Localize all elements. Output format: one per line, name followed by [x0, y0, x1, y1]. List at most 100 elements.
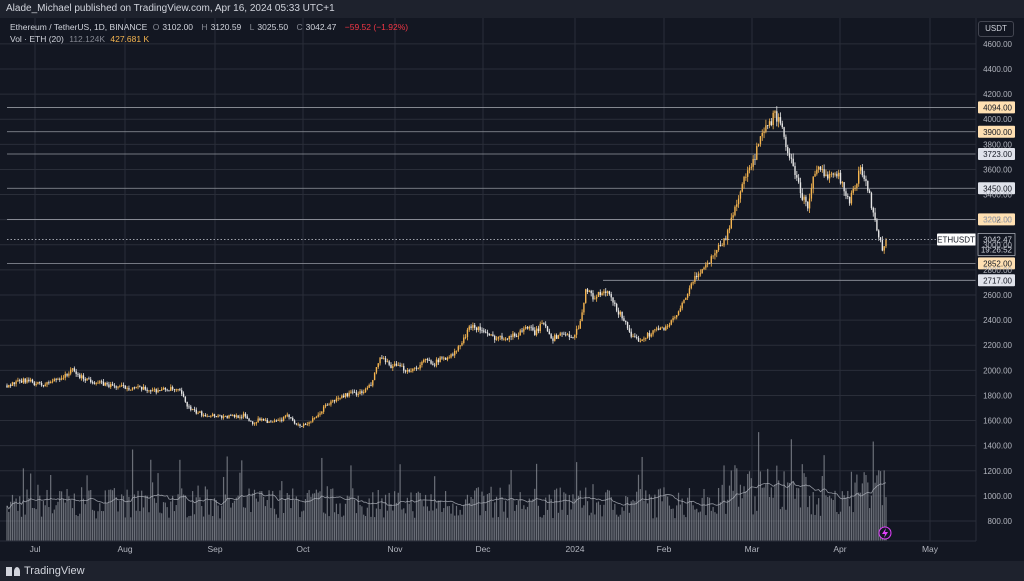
volume-bar	[583, 505, 585, 541]
volume-bar	[739, 484, 742, 541]
candle-body	[810, 188, 813, 199]
candle-body	[68, 373, 70, 376]
candle-body	[794, 166, 796, 175]
volume-bar	[368, 498, 370, 541]
volume-bar	[423, 506, 425, 541]
candle-body	[648, 332, 651, 337]
price-tick-label: 3200.00	[983, 216, 1012, 225]
candle-body	[610, 294, 612, 298]
volume-bar	[592, 484, 594, 541]
candle-body	[151, 390, 154, 392]
time-label: Feb	[657, 544, 672, 554]
candle-body	[184, 396, 187, 402]
volume-bar	[179, 459, 181, 541]
volume-bar	[761, 487, 763, 541]
candle-body	[543, 323, 545, 325]
volume-bar	[241, 460, 243, 541]
candle-body	[348, 392, 350, 397]
candle-body	[97, 382, 99, 384]
candle-body	[481, 330, 483, 332]
candle-body	[379, 357, 381, 364]
volume-bar	[701, 497, 703, 541]
candle-body	[428, 360, 430, 362]
price-tick-label: 4600.00	[983, 40, 1012, 49]
candle-body	[645, 338, 647, 339]
candle-body	[555, 335, 558, 339]
volume-bar	[319, 491, 321, 541]
candle-body	[406, 369, 409, 372]
volume-bar	[656, 517, 658, 541]
price-axis[interactable]: 800.00 1000.00 1200.00 1400.00 1600.00 1800.0…	[975, 18, 1013, 541]
candle-body	[746, 170, 749, 177]
candle-body	[295, 423, 298, 425]
candle-body	[776, 111, 778, 122]
volume-bar	[377, 489, 379, 541]
lightning-icon[interactable]	[878, 526, 892, 540]
volume-bar	[390, 504, 392, 541]
volume-bar	[681, 498, 683, 541]
volume-bar	[876, 475, 878, 541]
candle-body	[574, 334, 576, 338]
volume-bar	[201, 506, 203, 541]
level-label-box	[978, 182, 1015, 195]
candle-body	[148, 390, 150, 392]
candle-body	[24, 378, 26, 383]
volume-bar	[24, 514, 26, 541]
volume-bar	[828, 495, 831, 541]
candle-body	[876, 220, 878, 231]
candle-body	[572, 337, 574, 338]
candle-body	[95, 383, 97, 384]
volume-bar	[242, 507, 245, 541]
candle-body	[524, 327, 527, 329]
volume-bar	[776, 465, 778, 541]
legend-symbol: Ethereum / TetherUS, 1D, BINANCE	[10, 22, 148, 32]
candle-body	[506, 338, 509, 340]
volume-bar	[81, 487, 83, 541]
volume-bar	[148, 512, 150, 541]
volume-bar	[355, 513, 358, 541]
volume-bar	[867, 482, 869, 541]
candle-body	[66, 373, 68, 376]
volume-bar	[44, 505, 46, 541]
volume-bar	[184, 495, 186, 541]
legend-high: H 3120.59	[201, 22, 242, 32]
volume-bar	[173, 511, 176, 541]
candle-body	[361, 391, 363, 394]
volume-bar	[437, 500, 439, 541]
candle-body	[726, 230, 729, 241]
candle-body	[792, 158, 794, 167]
candle-body	[273, 420, 276, 422]
candle-body	[175, 389, 177, 391]
volume-bar	[443, 508, 445, 541]
time-axis[interactable]: Jul Aug Sep Oct Nov Dec 2024 Feb Mar Apr May	[0, 540, 976, 554]
volume-bar	[142, 507, 145, 541]
volume-bar	[688, 488, 691, 541]
currency-unit-button[interactable]: USDT	[978, 21, 1014, 37]
volume-bar	[461, 514, 463, 541]
candle-body	[499, 335, 501, 337]
volume-bar	[31, 507, 34, 541]
volume-bar	[415, 493, 418, 541]
candle-body	[450, 354, 452, 358]
volume-bar	[805, 476, 807, 541]
volume-bar	[237, 495, 239, 541]
candle-body	[528, 326, 531, 329]
candle-body	[701, 269, 703, 274]
candle-body	[832, 173, 834, 175]
volume-bar	[872, 441, 874, 541]
volume-bar	[463, 504, 465, 541]
tradingview-logo[interactable]: TradingView	[6, 565, 85, 577]
volume-bar	[135, 510, 137, 541]
candle-body	[676, 315, 678, 318]
volume-bar	[137, 490, 139, 541]
volume-bar	[468, 503, 470, 541]
volume-bar	[339, 503, 341, 541]
candle-body	[448, 357, 450, 359]
volume-bar	[787, 482, 789, 541]
volume-bar	[539, 516, 541, 541]
volume-bar	[386, 510, 388, 541]
volume-bar	[421, 500, 423, 541]
volume-bar	[122, 496, 125, 541]
volume-bar	[836, 511, 838, 541]
